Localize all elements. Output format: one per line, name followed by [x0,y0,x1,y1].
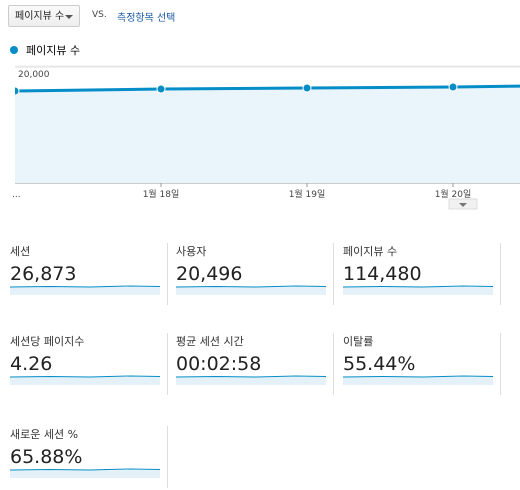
metric-value: 26,873 [10,263,77,285]
metric-value: 00:02:58 [176,353,262,375]
sparkline-area [176,287,326,295]
sparkline [10,468,160,478]
metric-card: 세션 26,873 [10,243,160,307]
metric-card: 세션당 페이지수 4.26 [10,333,160,397]
legend-dot [10,46,18,54]
sparkline [10,375,160,385]
metric-value: 114,480 [343,263,422,285]
x-tick-label: 1월 18일 [143,188,180,200]
metric-label: 세션 [10,245,31,258]
separator [500,243,501,305]
sparkline-line [10,375,160,378]
metric-card: 이탈률 55.44% [343,333,493,397]
vs-label: VS. [92,10,107,20]
metric-label: 페이지뷰 수 [343,245,398,258]
separator [333,333,334,395]
sparkline-area [176,377,326,385]
separator [500,333,501,395]
legend-label: 페이지뷰 수 [26,44,80,57]
metric-label: 사용자 [176,245,207,258]
series [15,82,520,183]
separator [167,243,168,305]
point [302,83,312,93]
sparkline [10,285,160,295]
sparkline [343,375,493,385]
metric-label: 이탈률 [343,335,374,348]
metric-label: 새로운 세션 % [10,428,79,441]
x-tick-label: 1월 20일 [435,188,472,200]
sparkline-area [343,377,493,385]
y-tick-label: 20,000 [18,70,50,80]
sparkline-line [343,375,493,378]
metric-card: 사용자 20,496 [176,243,326,307]
scroll-arrow [459,203,467,207]
metric-card: 평균 세션 시간 00:02:58 [176,333,326,397]
metric-value: 4.26 [10,353,53,375]
metric-value: 65.88% [10,446,83,468]
sparkline-line [176,375,326,378]
sparkline-area [10,287,160,295]
sparkline-line [176,285,326,288]
point [448,82,458,92]
sparkline-area [343,287,493,295]
metric-label: 세션당 페이지수 [10,335,85,348]
sparkline [176,285,326,295]
metric-card: 새로운 세션 % 65.88% [10,426,160,490]
separator [167,333,168,395]
metric-card: 페이지뷰 수 114,480 [343,243,493,307]
separator [333,243,334,305]
sparkline [176,375,326,385]
sparkline-line [343,285,493,288]
sparkline [343,285,493,295]
sparkline-line [10,468,160,471]
metric-value: 20,496 [176,263,243,285]
area [15,86,520,183]
point [156,84,166,94]
sparkline-area [10,470,160,478]
x-tick-label: 1월 19일 [289,188,326,200]
metric-dropdown[interactable]: 페이지뷰 수 [8,5,80,27]
metric-value: 55.44% [343,353,416,375]
metric-select-link[interactable]: 측정항목 선택 [117,13,176,24]
point [15,86,20,96]
sparkline-line [10,285,160,288]
sparkline-area [10,377,160,385]
x-tick-label: ... [12,190,21,200]
metric-label: 평균 세션 시간 [176,335,244,348]
separator [167,426,168,488]
